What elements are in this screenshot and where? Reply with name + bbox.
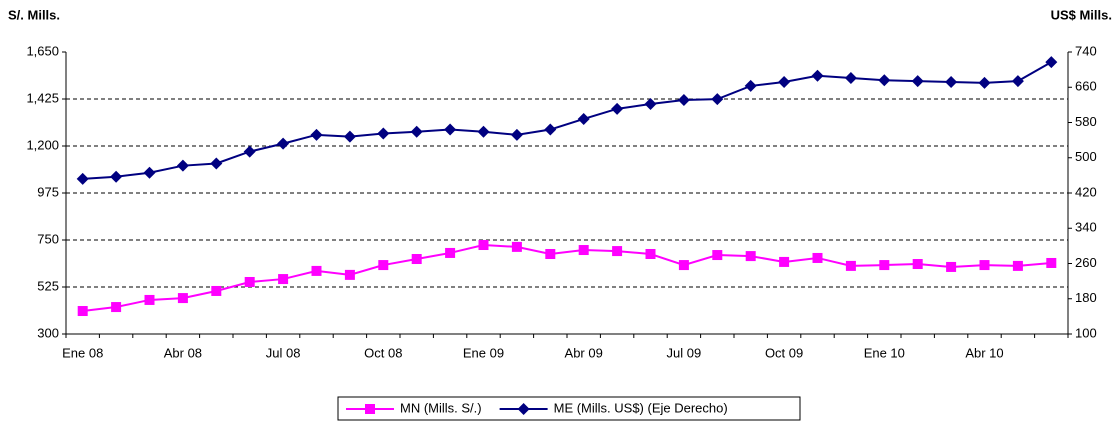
point	[211, 285, 222, 296]
y-tick-label: 1,200	[26, 137, 59, 152]
y2-axis-title: US$ Mills.	[1051, 7, 1112, 22]
point	[477, 125, 490, 138]
point	[1011, 75, 1024, 88]
legend-marker	[517, 403, 530, 415]
point	[744, 79, 757, 92]
point	[343, 130, 356, 143]
point	[545, 248, 556, 259]
y-tick-label: 300	[37, 325, 59, 340]
legend-box	[337, 396, 801, 421]
point	[77, 306, 88, 317]
legend-label: ME (Mills. US$) (Eje Derecho)	[554, 400, 728, 415]
point	[745, 251, 756, 262]
point	[779, 256, 790, 267]
x-tick-label: Jul 09	[667, 345, 702, 360]
point	[478, 240, 489, 251]
y2-tick-label: 660	[1075, 79, 1097, 94]
x-tick-label: Jul 08	[266, 345, 301, 360]
point	[946, 261, 957, 272]
point	[311, 265, 322, 276]
point	[344, 269, 355, 280]
point	[945, 75, 958, 88]
legend-marker	[365, 404, 375, 414]
point	[978, 76, 991, 89]
y-tick-label: 1,650	[26, 43, 59, 58]
point	[177, 293, 188, 304]
y2-tick-label: 740	[1075, 43, 1097, 58]
point	[811, 69, 824, 82]
point	[644, 97, 657, 110]
y2-tick-label: 420	[1075, 184, 1097, 199]
x-tick-label: Ene 08	[62, 345, 103, 360]
point	[845, 260, 856, 271]
y2-tick-label: 180	[1075, 290, 1097, 305]
y-tick-label: 975	[37, 184, 59, 199]
point	[677, 94, 690, 107]
point	[879, 260, 890, 271]
y-tick-label: 525	[37, 278, 59, 293]
point	[210, 157, 223, 170]
y-axis-title: S/. Mills.	[8, 7, 60, 22]
point	[678, 260, 689, 271]
point	[244, 276, 255, 287]
y-tick-label: 750	[37, 231, 59, 246]
y-tick-label: 1,425	[26, 90, 59, 105]
point	[778, 75, 791, 88]
y2-tick-label: 260	[1075, 255, 1097, 270]
point	[511, 241, 522, 252]
point	[612, 246, 623, 257]
x-tick-label: Oct 08	[364, 345, 402, 360]
point	[410, 125, 423, 138]
x-tick-label: Ene 10	[864, 345, 905, 360]
legend-label: MN (Mills. S/.)	[400, 400, 482, 415]
point	[711, 93, 724, 106]
y2-tick-label: 580	[1075, 114, 1097, 129]
point	[611, 102, 624, 115]
point	[111, 302, 122, 313]
point	[310, 128, 323, 141]
point	[911, 75, 924, 88]
x-tick-label: Abr 09	[565, 345, 603, 360]
point	[277, 137, 290, 150]
point	[912, 259, 923, 270]
point	[979, 260, 990, 271]
point	[1012, 260, 1023, 271]
point	[645, 248, 656, 259]
point	[144, 294, 155, 305]
point	[445, 247, 456, 258]
point	[176, 159, 189, 172]
point	[278, 274, 289, 285]
point	[712, 250, 723, 261]
x-tick-label: Ene 09	[463, 345, 504, 360]
line-series	[82, 244, 1052, 313]
point	[544, 123, 557, 136]
point	[76, 172, 89, 185]
point	[377, 127, 390, 140]
point	[578, 245, 589, 256]
point	[812, 252, 823, 263]
x-tick-label: Abr 08	[164, 345, 202, 360]
point	[844, 71, 857, 84]
point	[110, 170, 123, 183]
point	[577, 112, 590, 125]
y2-tick-label: 100	[1075, 325, 1097, 340]
y2-tick-label: 340	[1075, 220, 1097, 235]
point	[510, 128, 523, 141]
point	[444, 123, 457, 136]
point	[1045, 56, 1058, 69]
x-tick-label: Oct 09	[765, 345, 803, 360]
point	[378, 260, 389, 271]
y2-tick-label: 500	[1075, 149, 1097, 164]
point	[143, 166, 156, 179]
line-series	[82, 61, 1052, 180]
point	[411, 254, 422, 265]
point	[878, 74, 891, 87]
point	[1046, 257, 1057, 268]
point	[243, 145, 256, 158]
x-tick-label: Abr 10	[965, 345, 1003, 360]
